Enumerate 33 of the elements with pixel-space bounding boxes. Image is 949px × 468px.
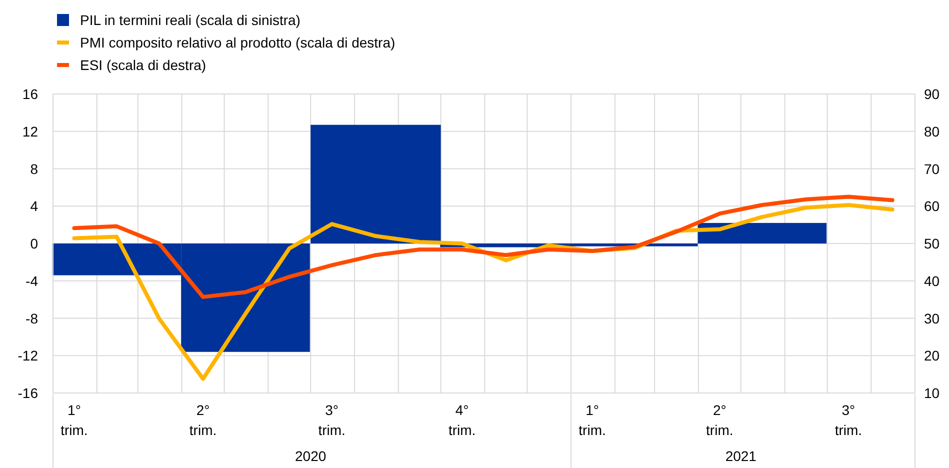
y2-tick-label: 50 [924,236,940,252]
y-tick-label: -16 [18,385,38,401]
x-tick-label: 2° trim. [189,402,217,438]
bar [698,222,827,244]
x-tick-label: 2° trim. [706,402,734,438]
y-tick-label: 0 [30,236,38,252]
x-tick-label: 4° trim. [448,402,476,438]
y-tick-label: 8 [30,160,38,177]
line-series [72,194,894,299]
x2-tick-label: 2021 [725,448,757,464]
x2-tick-label: 2020 [295,448,326,464]
y2-tick-label: 70 [924,160,940,177]
bar [310,124,441,244]
y-tick-label: -12 [18,348,38,364]
y-tick-label: 4 [30,198,38,214]
y2-tick-label: 60 [924,198,940,214]
y2-tick-label: 40 [924,272,940,289]
y2-tick-label: 10 [924,385,940,401]
x-tick-label: 3° trim. [318,402,346,438]
y-tick-label: 16 [22,86,38,102]
y2-tick-label: 80 [924,123,940,140]
y2-tick-label: 20 [924,348,940,364]
y-tick-label: 12 [22,123,38,140]
x-tick-label: 3° trim. [834,402,862,438]
legend-label: ESI (scala di destra) [80,57,206,73]
x-tick-label: 1° trim. [60,402,88,438]
x-tick-label: 1° trim. [578,402,606,438]
legend-label: PMI composito relativo al prodotto (scala di destra) [80,34,396,50]
y-tick-label: -8 [26,310,38,326]
legend-label: PIL in termini reali (scala di sinistra) [80,12,300,28]
y2-tick-label: 90 [924,86,940,102]
y-tick-label: -4 [26,272,38,289]
y2-tick-label: 30 [924,310,940,326]
